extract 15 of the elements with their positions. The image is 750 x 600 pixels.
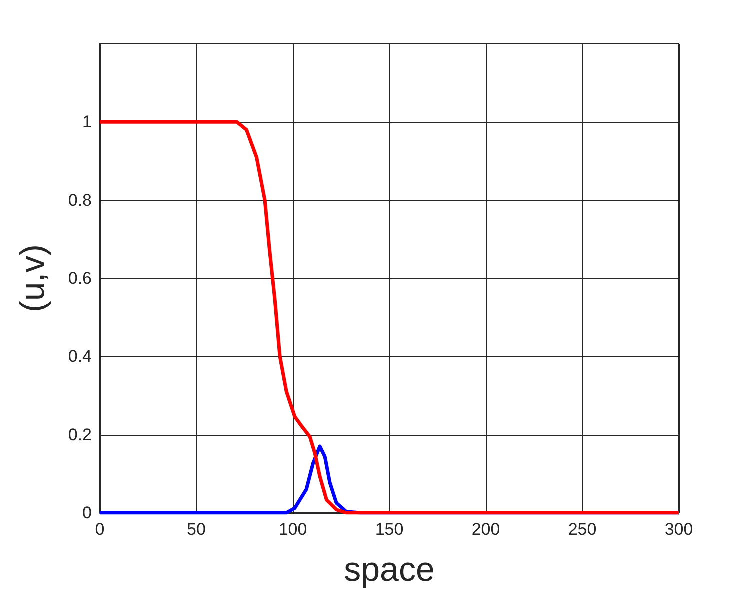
y-tick-label: 1	[82, 112, 92, 132]
x-tick-label: 300	[664, 520, 694, 539]
y-tick-label: 0.8	[68, 190, 92, 210]
y-tick-label: 0.4	[68, 347, 92, 366]
y-tick-label: 0.6	[68, 269, 92, 288]
x-axis-title: space	[344, 551, 435, 589]
x-tick-label: 0	[95, 520, 105, 539]
x-tick-label: 250	[568, 520, 597, 539]
x-tick-label: 50	[187, 520, 206, 539]
y-tick-label: 0	[82, 504, 92, 522]
y-axis-title: (u,v)	[14, 244, 52, 312]
y-tick-label: 0.2	[68, 425, 92, 444]
x-tick-label: 100	[278, 520, 308, 539]
x-tick-label: 200	[472, 520, 500, 539]
x-tick-label: 150	[375, 520, 404, 539]
